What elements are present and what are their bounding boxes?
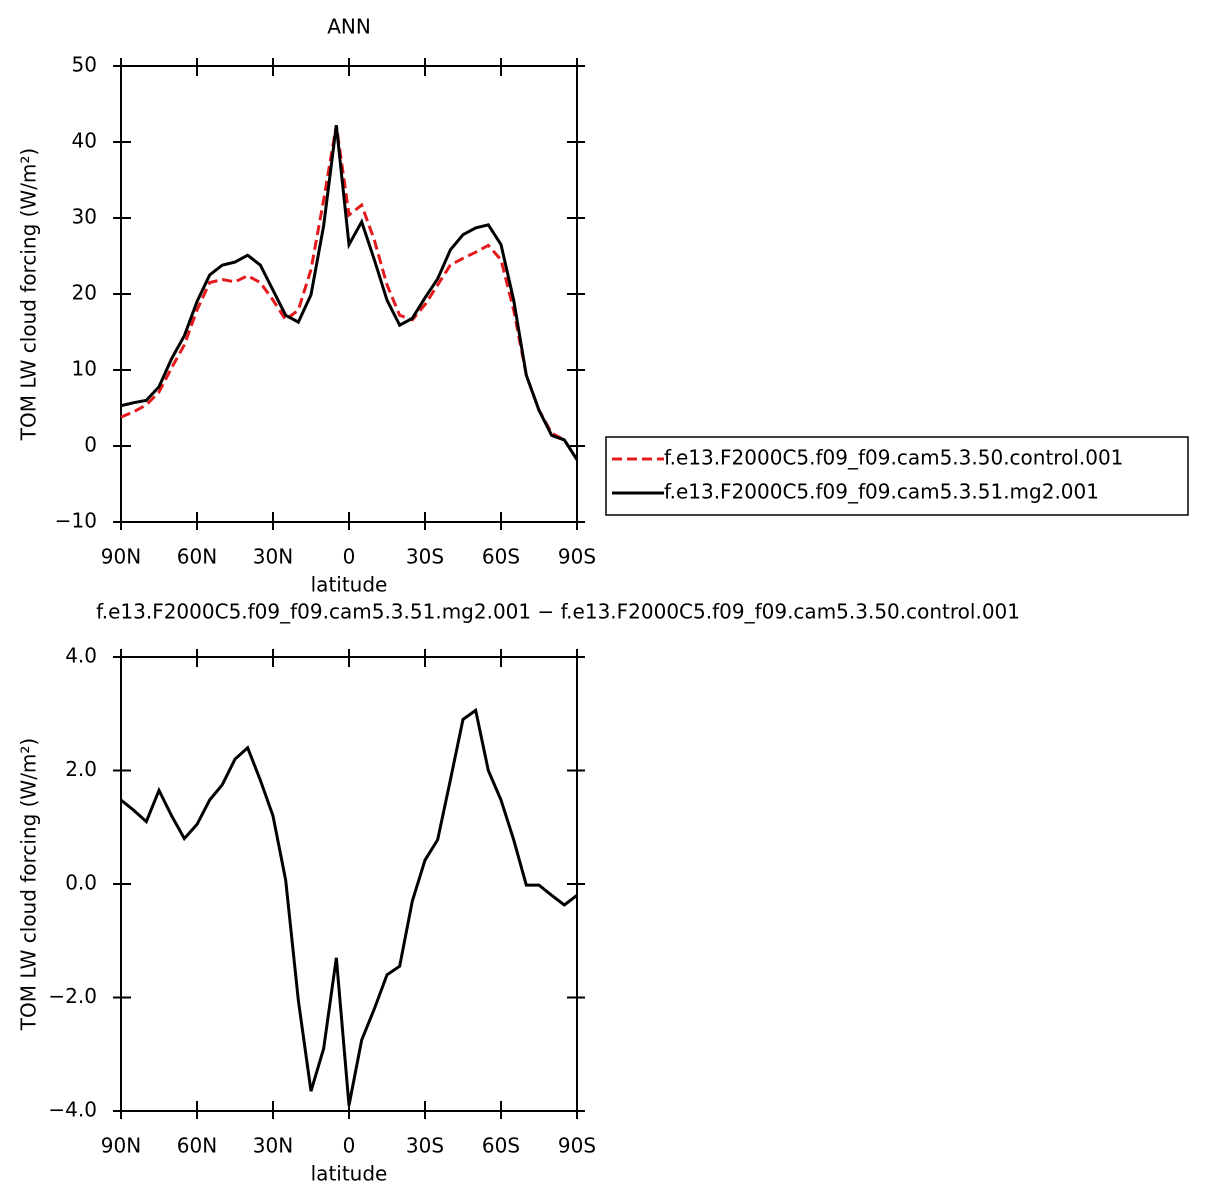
y-axis-label: TOM LW cloud forcing (W/m²) [17, 148, 41, 442]
series-line [120, 125, 579, 461]
plot-frame [120, 656, 578, 1112]
x-tick-label: 90N [101, 1134, 141, 1158]
x-tick-label: 60S [482, 545, 520, 569]
y-tick-label: 30 [72, 205, 97, 229]
legend-label: f.e13.F2000C5.f09_f09.cam5.3.51.mg2.001 [664, 480, 1099, 504]
x-tick-label: 30N [253, 1134, 293, 1158]
x-tick-label: 90S [558, 545, 596, 569]
y-tick-label: −10 [55, 509, 97, 533]
x-tick-label: 0 [343, 1134, 356, 1158]
x-tick-label: 90S [558, 1134, 596, 1158]
x-axis-label: latitude [311, 573, 388, 597]
y-tick-label: 0.0 [65, 871, 97, 895]
y-tick-label: 4.0 [65, 644, 97, 668]
x-tick-label: 30N [253, 545, 293, 569]
x-tick-label: 60N [177, 1134, 217, 1158]
x-tick-label: 90N [101, 545, 141, 569]
x-axis-label: latitude [311, 1162, 388, 1186]
x-tick-label: 60S [482, 1134, 520, 1158]
chart-title: ANN [327, 15, 371, 39]
y-tick-label: −2.0 [48, 984, 97, 1008]
series-line [120, 125, 579, 461]
y-axis-label: TOM LW cloud forcing (W/m²) [17, 738, 41, 1032]
x-tick-label: 30S [406, 1134, 444, 1158]
y-tick-label: 2.0 [65, 757, 97, 781]
plot-frame [120, 65, 578, 523]
x-tick-label: 0 [343, 545, 356, 569]
x-tick-label: 60N [177, 545, 217, 569]
series-line [120, 707, 578, 1106]
chart-title: f.e13.F2000C5.f09_f09.cam5.3.51.mg2.001 … [96, 600, 1020, 624]
legend-box [605, 436, 1189, 516]
y-tick-label: 20 [72, 281, 97, 305]
y-tick-label: 40 [72, 129, 97, 153]
y-tick-label: 50 [72, 53, 97, 77]
x-tick-label: 30S [406, 545, 444, 569]
legend-label: f.e13.F2000C5.f09_f09.cam5.3.50.control.… [664, 446, 1123, 470]
y-tick-label: 10 [72, 357, 97, 381]
y-tick-label: −4.0 [48, 1098, 97, 1122]
y-tick-label: 0 [84, 433, 97, 457]
